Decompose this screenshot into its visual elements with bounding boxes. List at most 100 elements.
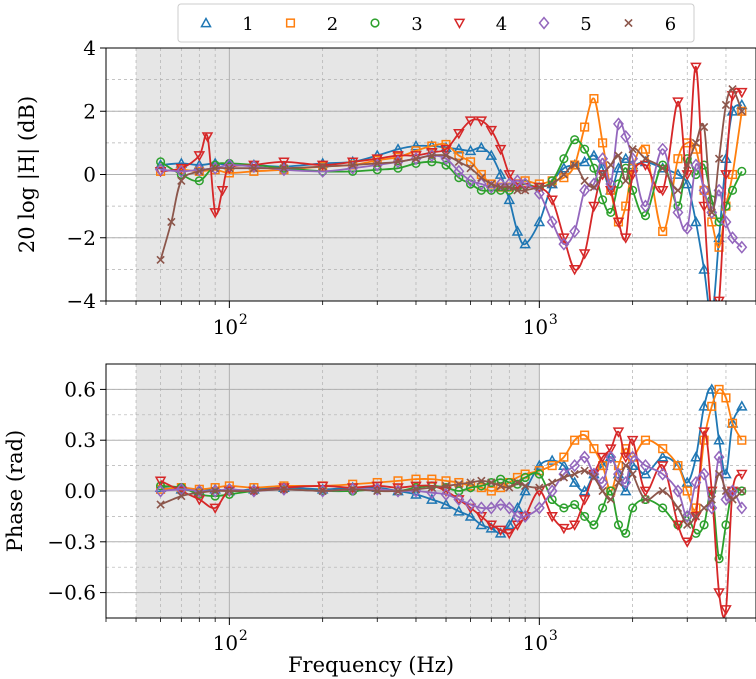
data-point-6 [427,483,437,492]
data-point-3 [658,503,668,513]
data-point-5 [558,467,570,481]
data-point-6 [373,486,382,496]
data-point-1 [681,177,694,189]
data-point-6 [225,164,234,173]
data-point-5 [558,237,570,251]
data-point-5 [690,158,702,172]
data-point-1 [453,505,465,516]
data-point-4 [209,208,221,219]
data-point-3 [737,166,747,176]
data-point-5 [392,155,404,169]
data-point-2 [721,393,731,403]
data-point-4 [464,116,477,127]
data-point-5 [720,215,732,229]
data-point-6 [641,495,650,504]
data-point-3 [393,163,403,173]
data-point-3 [613,520,624,530]
data-point-3 [476,481,486,491]
data-point-6 [496,481,505,491]
data-point-5 [453,164,465,178]
data-point-2 [454,150,464,161]
data-point-3 [589,520,599,530]
x-tick-label: 10 [213,315,238,339]
data-point-6 [411,485,421,494]
data-point-6 [535,182,544,192]
data-point-1 [519,484,531,496]
data-point-5 [698,467,710,481]
data-point-5 [605,450,617,464]
data-point-5 [453,492,465,507]
data-point-4 [690,62,702,74]
data-point-4 [604,185,617,197]
data-point-5 [503,177,515,191]
data-point-5 [736,240,748,254]
data-point-5 [706,205,718,220]
x-tick-label: 10 [523,315,548,339]
data-point-3 [520,472,530,483]
data-point-5 [347,482,359,496]
data-point-6 [505,182,514,192]
data-point-6 [427,151,437,160]
data-point-1 [656,451,669,462]
data-point-1 [511,225,524,236]
data-point-6 [249,486,259,496]
data-point-6 [621,461,630,470]
data-point-3 [580,144,590,154]
data-point-5 [410,152,422,166]
data-point-4 [672,97,684,108]
data-point-5 [690,475,702,490]
data-point-3 [598,195,608,205]
series-group [154,383,748,618]
data-point-5 [248,484,260,498]
data-point-5 [672,205,684,220]
data-point-6 [658,486,667,496]
data-point-5 [698,183,710,197]
data-point-1 [698,263,710,274]
data-point-6 [466,164,475,173]
data-point-6 [580,176,589,185]
data-point-6 [177,491,186,501]
data-point-4 [494,144,507,156]
data-point-5 [511,174,523,188]
data-point-1 [485,149,498,160]
data-point-2 [570,160,580,170]
data-point-1 [440,498,452,509]
data-point-1 [209,157,221,168]
data-point-6 [167,217,176,227]
legend-marker-5 [538,16,550,30]
data-point-6 [487,478,496,487]
data-point-2 [640,435,651,445]
data-point-2 [559,452,569,462]
data-point-6 [614,151,623,160]
y-tick-label: 0 [83,163,96,187]
legend-marker-2 [285,18,296,28]
data-point-4 [698,427,710,438]
data-point-1 [546,454,558,465]
data-point-2 [658,226,668,237]
data-point-2 [486,486,496,496]
data-point-1 [519,238,531,249]
axes-frame [105,363,756,619]
data-point-4 [201,132,214,143]
data-point-6 [318,162,327,171]
data-point-2 [454,477,464,488]
data-point-6 [658,164,667,173]
data-point-6 [673,186,683,195]
y-tick-label: 0.0 [64,479,96,503]
data-point-5 [347,161,359,175]
data-point-4 [626,435,639,447]
data-point-2 [714,384,724,394]
data-point-5 [727,231,739,245]
data-point-6 [318,486,327,496]
data-point-1 [464,144,477,156]
data-point-4 [568,265,581,276]
data-point-6 [454,157,464,167]
data-point-6 [535,483,544,492]
data-point-3 [598,503,608,513]
data-point-6 [737,486,746,496]
data-point-6 [373,159,382,168]
data-point-4 [596,170,609,181]
data-point-4 [578,249,591,260]
data-point-6 [737,107,746,116]
